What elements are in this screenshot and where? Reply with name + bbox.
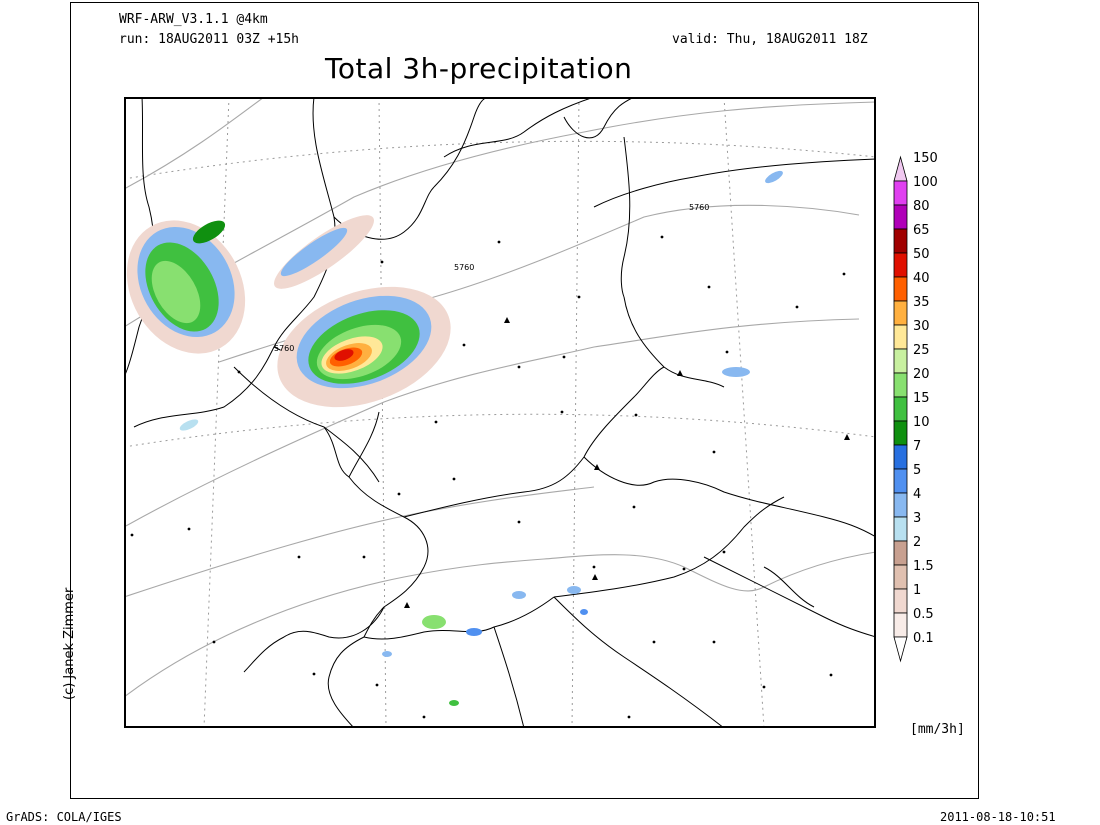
legend-level-label: 50	[913, 247, 930, 262]
color-legend: 150 100 80 65 50 40 35 30 25 20 15 10 7 5 4 3 2 1.5 1 0.5 0.…	[893, 151, 938, 663]
coastlines-borders	[124, 97, 876, 728]
legend-level-label: 1.5	[913, 559, 934, 574]
legend-swatch	[893, 204, 908, 230]
legend-level-label: 2	[913, 535, 921, 550]
legend-level-label: 0.1	[913, 631, 934, 646]
legend-level-label: 7	[913, 439, 921, 454]
legend-level-label: 20	[913, 367, 930, 382]
legend-swatch	[893, 420, 908, 446]
legend-level-label: 10	[913, 415, 930, 430]
legend-swatch	[893, 540, 908, 566]
graticule	[124, 97, 876, 728]
model-label: WRF-ARW_V3.1.1 @4km	[119, 12, 268, 27]
run-label: run: 18AUG2011 03Z +15h	[119, 32, 300, 47]
legend-level-label: 0.5	[913, 607, 934, 622]
legend-swatch	[893, 492, 908, 518]
legend-swatch	[893, 636, 908, 663]
contour-label: 5760	[274, 344, 294, 353]
legend-level-label: 25	[913, 343, 930, 358]
valid-time-label: valid: Thu, 18AUG2011 18Z	[672, 32, 868, 47]
legend-swatch	[893, 564, 908, 590]
mountain-markers	[404, 317, 850, 608]
legend-level-label: 65	[913, 223, 930, 238]
legend-level-label: 150	[913, 151, 938, 166]
legend-swatch	[893, 155, 908, 182]
legend-level-label: 35	[913, 295, 930, 310]
legend-swatch	[893, 612, 908, 638]
legend-swatch	[893, 396, 908, 422]
legend-level-label: 40	[913, 271, 930, 286]
precipitation-map: 5760 5760 5760	[124, 97, 876, 728]
legend-level-label: 15	[913, 391, 930, 406]
legend-level-label: 5	[913, 463, 921, 478]
legend-swatch	[893, 324, 908, 350]
legend-unit-label: [mm/3h]	[910, 722, 965, 737]
legend-swatch	[893, 276, 908, 302]
contour-label: 5760	[689, 203, 709, 212]
legend-level-label: 100	[913, 175, 938, 190]
credit-label: (c) Janek Zimmer	[62, 587, 77, 700]
legend-swatch	[893, 588, 908, 614]
legend-swatch	[893, 444, 908, 470]
legend-swatch	[893, 300, 908, 326]
footer-software-label: GrADS: COLA/IGES	[6, 810, 122, 824]
map-border	[124, 97, 876, 728]
footer-timestamp-label: 2011-08-18-10:51	[940, 810, 1056, 824]
legend-level-label: 80	[913, 199, 930, 214]
legend-swatch	[893, 252, 908, 278]
legend-swatch	[893, 372, 908, 398]
legend-swatch	[893, 516, 908, 542]
contour-label: 5760	[454, 263, 474, 272]
legend-level-label: 3	[913, 511, 921, 526]
precipitation-field	[126, 170, 783, 706]
legend-level-label: 1	[913, 583, 921, 598]
legend-swatch	[893, 180, 908, 206]
geopotential-contours	[124, 97, 876, 698]
legend-swatch	[893, 468, 908, 494]
legend-swatch	[893, 348, 908, 374]
legend-swatch	[893, 228, 908, 254]
plot-frame	[70, 2, 979, 799]
map-title: Total 3h-precipitation	[325, 52, 633, 85]
legend-level-label: 30	[913, 319, 930, 334]
legend-level-label: 4	[913, 487, 921, 502]
